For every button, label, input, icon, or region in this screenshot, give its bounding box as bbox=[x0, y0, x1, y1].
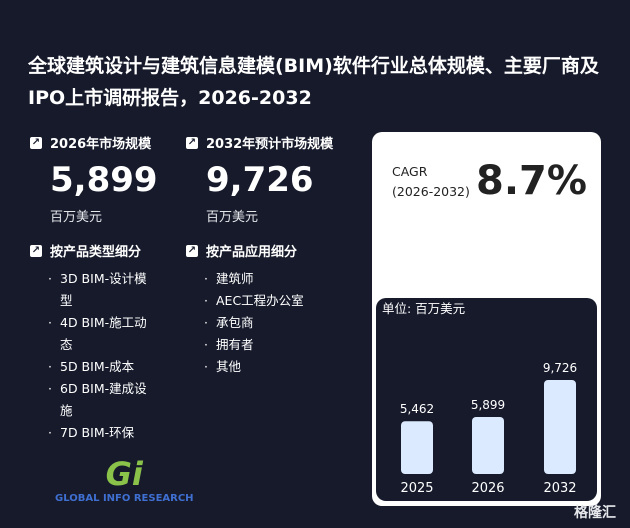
segment-item: AEC工程办公室 bbox=[204, 290, 336, 312]
logo-text: GLOBAL INFO RESEARCH bbox=[55, 493, 194, 504]
segment: ↗ 按产品应用细分 建筑师AEC工程办公室承包商拥有者其他 bbox=[186, 241, 336, 378]
stat: ↗ 2026年市场规模 5,899 百万美元 bbox=[30, 133, 190, 225]
segment-item: 其他 bbox=[204, 356, 336, 378]
segment-item: 3D BIM-设计模型 bbox=[48, 268, 155, 312]
bar bbox=[472, 416, 504, 474]
value-label: 5,462 bbox=[400, 402, 434, 416]
cagr-label: CAGR (2026-2032) bbox=[392, 162, 470, 202]
logo-mark: Gi bbox=[105, 455, 143, 493]
segment-item: 承包商 bbox=[204, 312, 336, 334]
icon: ↗ bbox=[186, 244, 198, 257]
stat-unit: 百万美元 bbox=[206, 210, 259, 225]
x-tick-label: 2025 bbox=[400, 481, 433, 496]
stat-value: 9,726 bbox=[206, 160, 314, 200]
stat-label: 2026年市场规模 bbox=[50, 137, 152, 152]
stat-unit: 百万美元 bbox=[50, 210, 103, 225]
bar bbox=[401, 421, 433, 474]
segment-item: 7D BIM-环保 bbox=[48, 422, 155, 444]
cagr-title: CAGR bbox=[392, 164, 428, 179]
chart-panel: 单位: 百万美元 5,462 2025 5,899 2026 9,726 2032 bbox=[376, 298, 597, 501]
icon: ↗ bbox=[186, 136, 198, 149]
segment-item: 4D BIM-施工动态 bbox=[48, 312, 155, 356]
bar bbox=[544, 380, 576, 474]
x-tick-label: 2026 bbox=[471, 481, 504, 496]
logo: Gi GLOBAL INFO RESEARCH bbox=[55, 455, 194, 504]
icon: ↗ bbox=[30, 136, 42, 149]
value-label: 5,899 bbox=[471, 398, 505, 412]
segment: ↗ 按产品类型细分 3D BIM-设计模型4D BIM-施工动态5D BIM-成本… bbox=[30, 241, 180, 444]
segment-item: 5D BIM-成本 bbox=[48, 356, 155, 378]
watermark: 格隆汇 bbox=[574, 505, 616, 521]
icon: ↗ bbox=[30, 244, 42, 257]
segment-item: 6D BIM-建成设施 bbox=[48, 378, 155, 422]
segment-item: 建筑师 bbox=[204, 268, 336, 290]
segment-label: 按产品类型细分 bbox=[50, 245, 142, 260]
stat-value: 5,899 bbox=[50, 160, 158, 200]
cagr-period: (2026-2032) bbox=[392, 184, 470, 199]
x-tick-label: 2032 bbox=[543, 481, 576, 496]
segment-list: 建筑师AEC工程办公室承包商拥有者其他 bbox=[186, 268, 336, 378]
segment-list: 3D BIM-设计模型4D BIM-施工动态5D BIM-成本6D BIM-建成… bbox=[30, 268, 155, 444]
stat-label: 2032年预计市场规模 bbox=[206, 137, 334, 152]
segment-item: 拥有者 bbox=[204, 334, 336, 356]
value-label: 9,726 bbox=[543, 361, 577, 375]
cagr-value: 8.7% bbox=[476, 158, 587, 204]
chart-title: 单位: 百万美元 bbox=[382, 301, 465, 316]
stat: ↗ 2032年预计市场规模 9,726 百万美元 bbox=[186, 133, 346, 225]
segment-label: 按产品应用细分 bbox=[206, 245, 298, 260]
chart: 单位: 百万美元 5,462 2025 5,899 2026 9,726 2032 bbox=[382, 301, 577, 496]
title: 全球建筑设计与建筑信息建模(BIM)软件行业总体规模、主要厂商及IPO上市调研报… bbox=[28, 55, 599, 109]
